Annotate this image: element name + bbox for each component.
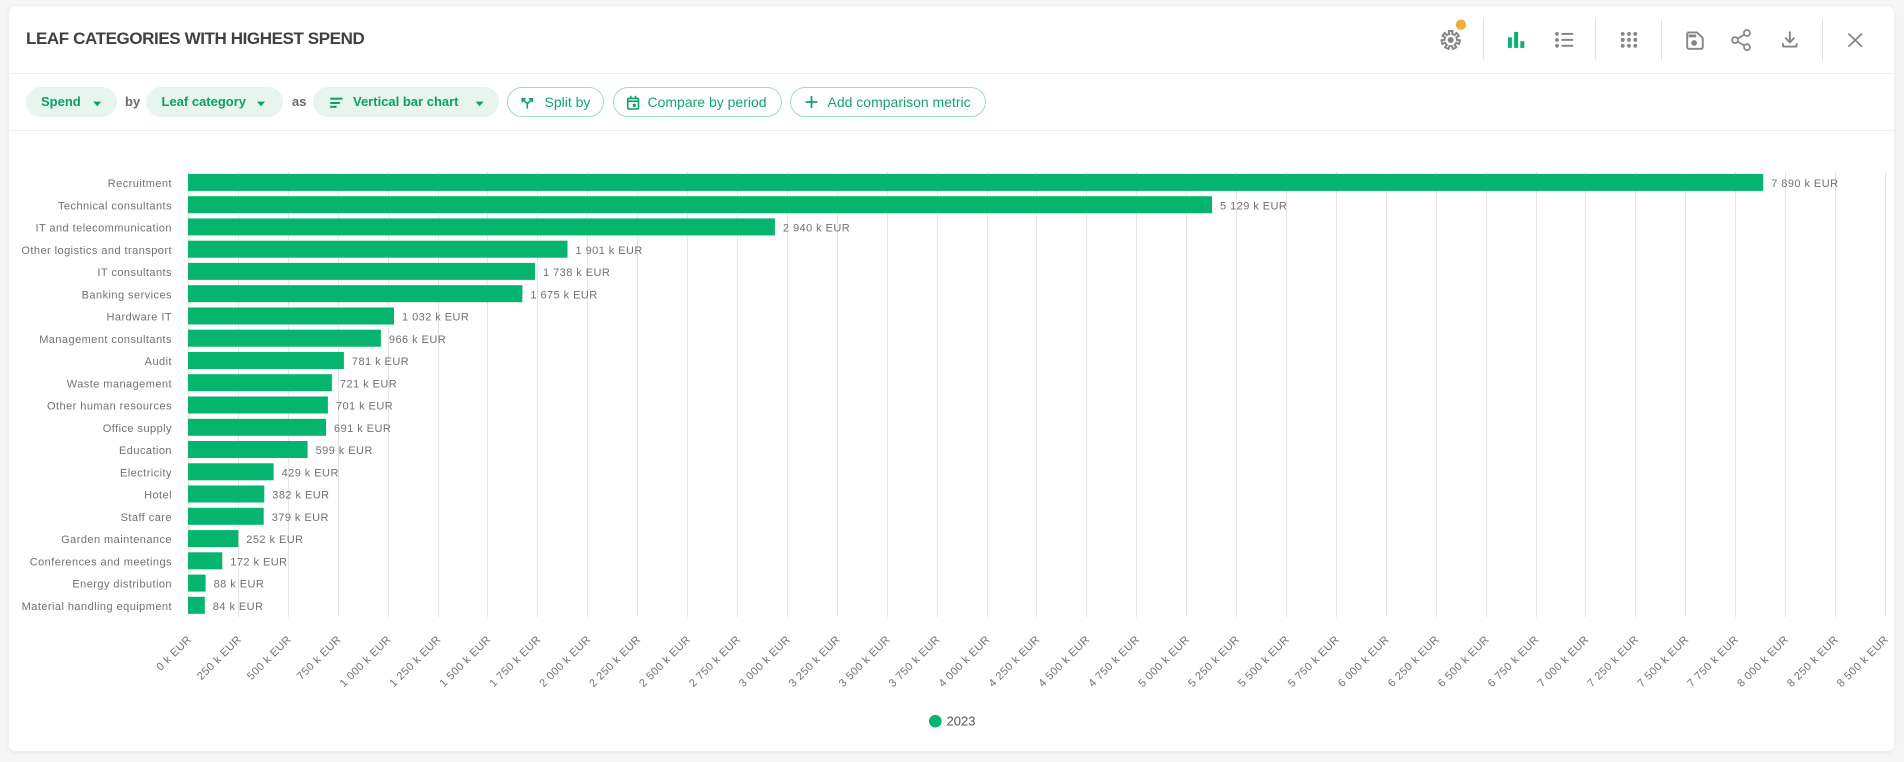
svg-text:781 k EUR: 781 k EUR [352, 356, 409, 368]
svg-text:500 k EUR: 500 k EUR [245, 634, 294, 683]
svg-text:5 250 k EUR: 5 250 k EUR [1186, 634, 1242, 690]
svg-text:5 000 k EUR: 5 000 k EUR [1136, 634, 1192, 690]
svg-text:2 500 k EUR: 2 500 k EUR [637, 634, 693, 690]
svg-text:250 k EUR: 250 k EUR [195, 634, 244, 683]
svg-text:2 750 k EUR: 2 750 k EUR [687, 634, 743, 690]
svg-text:4 250 k EUR: 4 250 k EUR [987, 634, 1043, 690]
svg-text:Conferences and meetings: Conferences and meetings [30, 556, 172, 568]
svg-text:1 250 k EUR: 1 250 k EUR [388, 634, 444, 690]
svg-text:88 k EUR: 88 k EUR [214, 579, 265, 591]
svg-text:Management consultants: Management consultants [39, 334, 172, 346]
svg-text:IT and telecommunication: IT and telecommunication [35, 223, 172, 235]
svg-text:691 k EUR: 691 k EUR [334, 423, 391, 435]
svg-text:2 250 k EUR: 2 250 k EUR [587, 634, 643, 690]
svg-text:1 901 k EUR: 1 901 k EUR [576, 245, 643, 257]
svg-text:4 000 k EUR: 4 000 k EUR [937, 634, 993, 690]
svg-text:429 k EUR: 429 k EUR [282, 467, 339, 479]
svg-text:Recruitment: Recruitment [108, 178, 172, 190]
svg-text:379 k EUR: 379 k EUR [272, 512, 329, 524]
svg-text:5 129 k EUR: 5 129 k EUR [1220, 200, 1287, 212]
svg-text:Garden maintenance: Garden maintenance [61, 534, 172, 546]
svg-text:3 500 k EUR: 3 500 k EUR [837, 634, 893, 690]
svg-text:IT consultants: IT consultants [97, 267, 172, 279]
svg-text:6 750 k EUR: 6 750 k EUR [1486, 634, 1542, 690]
svg-text:750 k EUR: 750 k EUR [295, 634, 344, 683]
svg-text:5 500 k EUR: 5 500 k EUR [1236, 634, 1292, 690]
svg-text:1 500 k EUR: 1 500 k EUR [438, 634, 494, 690]
svg-text:3 750 k EUR: 3 750 k EUR [887, 634, 943, 690]
svg-text:Other logistics and transport: Other logistics and transport [21, 245, 172, 257]
svg-text:7 750 k EUR: 7 750 k EUR [1685, 634, 1741, 690]
svg-text:701 k EUR: 701 k EUR [336, 401, 393, 413]
svg-text:Electricity: Electricity [120, 467, 172, 479]
svg-text:1 032 k EUR: 1 032 k EUR [402, 312, 469, 324]
svg-text:8 000 k EUR: 8 000 k EUR [1735, 634, 1791, 690]
svg-text:1 000 k EUR: 1 000 k EUR [338, 634, 394, 690]
svg-text:1 738 k EUR: 1 738 k EUR [543, 267, 610, 279]
svg-text:252 k EUR: 252 k EUR [246, 534, 303, 546]
svg-text:8 250 k EUR: 8 250 k EUR [1785, 634, 1841, 690]
svg-text:599 k EUR: 599 k EUR [316, 445, 373, 457]
svg-text:Energy distribution: Energy distribution [72, 579, 172, 591]
svg-text:Material handling equipment: Material handling equipment [22, 601, 172, 613]
svg-text:7 250 k EUR: 7 250 k EUR [1585, 634, 1641, 690]
svg-text:4 500 k EUR: 4 500 k EUR [1036, 634, 1092, 690]
svg-text:7 890 k EUR: 7 890 k EUR [1771, 178, 1838, 190]
svg-text:Other human resources: Other human resources [47, 401, 172, 413]
svg-text:2 940 k EUR: 2 940 k EUR [783, 223, 850, 235]
svg-text:6 250 k EUR: 6 250 k EUR [1386, 634, 1442, 690]
svg-text:Hotel: Hotel [144, 490, 172, 502]
svg-text:Staff care: Staff care [121, 512, 172, 524]
svg-text:7 500 k EUR: 7 500 k EUR [1635, 634, 1691, 690]
svg-text:6 000 k EUR: 6 000 k EUR [1336, 634, 1392, 690]
svg-text:8 500 k EUR: 8 500 k EUR [1835, 634, 1891, 690]
svg-text:Hardware IT: Hardware IT [107, 312, 172, 324]
svg-text:Audit: Audit [145, 356, 172, 368]
svg-text:6 500 k EUR: 6 500 k EUR [1436, 634, 1492, 690]
svg-text:382 k EUR: 382 k EUR [272, 490, 329, 502]
svg-text:721 k EUR: 721 k EUR [340, 378, 397, 390]
svg-text:5 750 k EUR: 5 750 k EUR [1286, 634, 1342, 690]
svg-text:84 k EUR: 84 k EUR [213, 601, 264, 613]
svg-text:Waste management: Waste management [67, 378, 172, 390]
svg-text:2023: 2023 [947, 714, 976, 729]
svg-text:3 250 k EUR: 3 250 k EUR [787, 634, 843, 690]
svg-text:2 000 k EUR: 2 000 k EUR [537, 634, 593, 690]
svg-text:1 750 k EUR: 1 750 k EUR [487, 634, 543, 690]
svg-text:1 675 k EUR: 1 675 k EUR [530, 289, 597, 301]
svg-text:4 750 k EUR: 4 750 k EUR [1086, 634, 1142, 690]
svg-text:172 k EUR: 172 k EUR [230, 556, 287, 568]
svg-text:0 k EUR: 0 k EUR [154, 634, 194, 674]
svg-text:Technical consultants: Technical consultants [58, 200, 172, 212]
svg-text:Education: Education [119, 445, 172, 457]
svg-text:Office supply: Office supply [103, 423, 172, 435]
svg-text:3 000 k EUR: 3 000 k EUR [737, 634, 793, 690]
svg-text:7 000 k EUR: 7 000 k EUR [1536, 634, 1592, 690]
svg-text:Banking services: Banking services [82, 289, 172, 301]
svg-text:966 k EUR: 966 k EUR [389, 334, 446, 346]
